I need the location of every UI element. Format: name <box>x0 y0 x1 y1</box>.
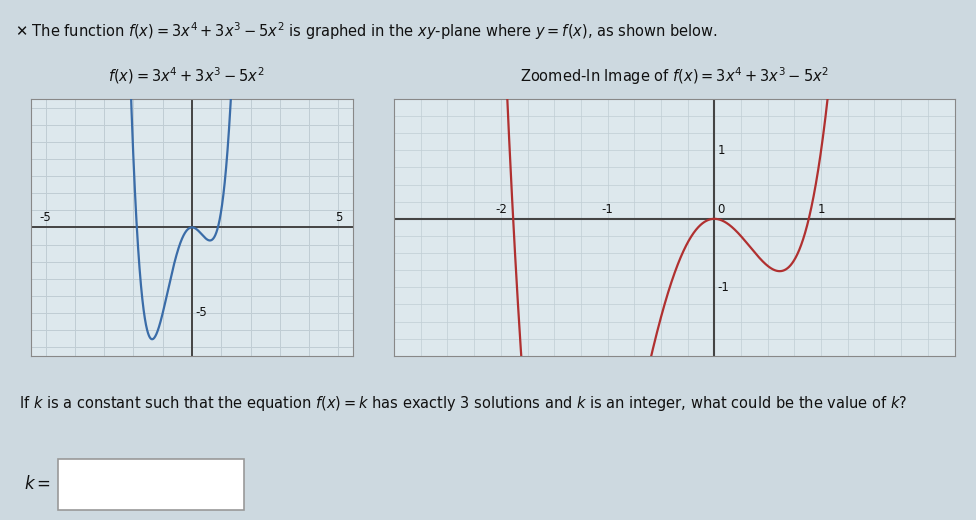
Text: $f(x) = 3x^4 + 3x^3 - 5x^2$: $f(x) = 3x^4 + 3x^3 - 5x^2$ <box>108 66 264 86</box>
FancyBboxPatch shape <box>58 460 244 510</box>
Text: Zoomed-In Image of $f(x) = 3x^4 + 3x^3 - 5x^2$: Zoomed-In Image of $f(x) = 3x^4 + 3x^3 -… <box>520 66 829 87</box>
Text: $k =$: $k =$ <box>24 475 51 493</box>
Text: If $k$ is a constant such that the equation $f(x) = k$ has exactly 3 solutions a: If $k$ is a constant such that the equat… <box>20 394 908 413</box>
Text: ✕ The function $f(x) = 3x^4 + 3x^3 - 5x^2$ is graphed in the $xy$-plane where $y: ✕ The function $f(x) = 3x^4 + 3x^3 - 5x^… <box>15 20 717 42</box>
